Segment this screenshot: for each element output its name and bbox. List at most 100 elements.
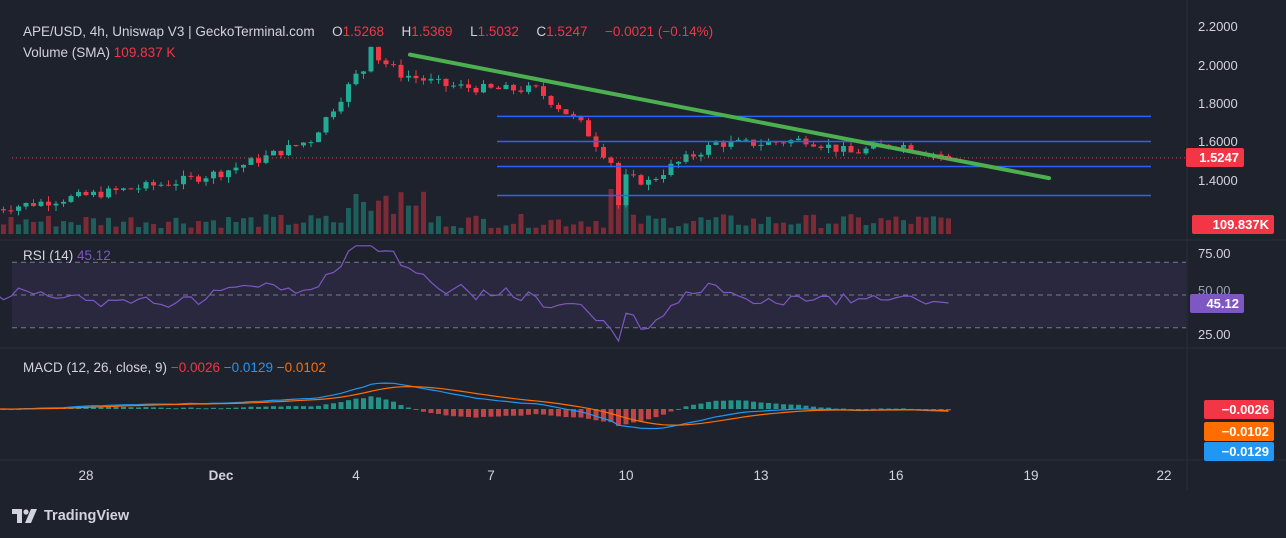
volume-bar [601, 227, 606, 234]
candle-body [526, 85, 531, 92]
rsi-line [0, 245, 949, 343]
macd-histogram-bar [743, 400, 749, 409]
candle-body [578, 115, 584, 121]
candle-body [563, 109, 569, 115]
volume-bar [796, 223, 801, 234]
volume-bar [128, 217, 134, 234]
macd-histogram-bar [331, 403, 336, 409]
candle-body [121, 188, 126, 191]
volume-bar [68, 222, 74, 234]
candle-body [338, 101, 344, 112]
candle-body [211, 171, 216, 179]
candle-body [938, 154, 944, 156]
volume-bar [31, 221, 36, 234]
macd-histogram-bar [721, 400, 726, 409]
candle-body [496, 87, 501, 90]
candle-body [233, 167, 239, 171]
volume-bar [361, 201, 366, 234]
macd-label: MACD (12, 26, close, 9) [23, 360, 168, 375]
volume-bar [661, 218, 666, 234]
macd-histogram-bar [653, 409, 659, 418]
volume-bar [451, 226, 456, 234]
macd-histogram-bar [451, 409, 456, 417]
candle-body [466, 84, 471, 88]
macd-histogram-bar [946, 409, 951, 411]
candle-body [826, 144, 831, 149]
symbol-legend: APE/USD, 4h, Uniswap V3 | GeckoTerminal.… [23, 24, 713, 39]
macd-histogram-bar [758, 402, 764, 409]
volume-bar [623, 189, 629, 234]
volume-bar [181, 223, 186, 234]
macd-hist-value: −0.0026 [170, 360, 221, 375]
candle-body [736, 139, 741, 141]
candle-body [481, 83, 486, 93]
macd-histogram-bar [98, 407, 104, 409]
volume-bar [143, 222, 149, 234]
volume-bar [271, 216, 276, 234]
volume-bar [616, 189, 621, 234]
candle-body [263, 155, 269, 163]
tradingview-logo[interactable]: TradingView [12, 508, 129, 524]
candle-body [383, 60, 389, 65]
macd-histogram-bar [166, 408, 171, 410]
candle-body [488, 83, 494, 88]
macd-histogram-bar [886, 408, 891, 410]
candle-body [758, 144, 764, 146]
candle-body [863, 148, 869, 154]
candle-body [181, 175, 186, 185]
volume-bar [848, 214, 854, 234]
macd-histogram-bar [158, 407, 164, 409]
rsi-label: RSI (14) [23, 248, 74, 263]
macd-histogram-bar [563, 409, 569, 418]
candle-body [241, 164, 246, 168]
candle-body [406, 75, 411, 78]
macd-histogram-bar [106, 406, 111, 409]
volume-bar [713, 217, 719, 234]
low-label: L [470, 24, 478, 39]
candle-body [323, 117, 329, 133]
volume-bar [38, 221, 44, 234]
candle-body [676, 161, 681, 164]
time-tick: 7 [487, 468, 495, 483]
macd-histogram-bar [751, 401, 756, 409]
volume-bar [803, 215, 809, 234]
volume-bar [323, 215, 329, 234]
volume-bar [458, 227, 464, 234]
macd-histogram-bar [316, 405, 321, 409]
volume-bar [106, 217, 111, 234]
volume-bar [241, 218, 246, 234]
volume-bar [473, 215, 479, 234]
trendline [408, 52, 1051, 181]
candle-body [143, 182, 149, 189]
macd-histogram-bar [698, 403, 704, 409]
time-tick: 16 [888, 468, 904, 483]
candle-body [173, 184, 179, 186]
macd-histogram-bar [278, 406, 284, 409]
volume-bar [248, 217, 254, 234]
macd-histogram-bar [571, 409, 576, 418]
volume-bar [766, 216, 771, 234]
time-tick: 13 [753, 468, 769, 483]
macd-histogram-bar [623, 409, 629, 425]
macd-histogram-bar [196, 408, 201, 410]
candle-body [23, 202, 29, 207]
volume-value: 109.837 K [113, 45, 176, 60]
candle-body [601, 146, 606, 158]
candle-body [136, 188, 141, 190]
candle-body [98, 191, 104, 198]
candle-body [8, 210, 14, 212]
volume-bar [121, 221, 126, 234]
candle-body [443, 78, 449, 87]
volume-bar [391, 213, 396, 234]
rsi-legend: RSI (14) 45.12 [23, 248, 111, 263]
macd-histogram-bar [241, 407, 246, 409]
macd-histogram-bar [91, 406, 96, 409]
candle-body [166, 184, 171, 186]
candle-body [616, 162, 621, 206]
volume-bar [173, 217, 179, 234]
rsi-value: 45.12 [77, 248, 111, 263]
candle-body [331, 111, 336, 118]
macd-hist-badge: −0.0026 [1204, 400, 1274, 419]
macd-histogram-bar [503, 409, 509, 416]
